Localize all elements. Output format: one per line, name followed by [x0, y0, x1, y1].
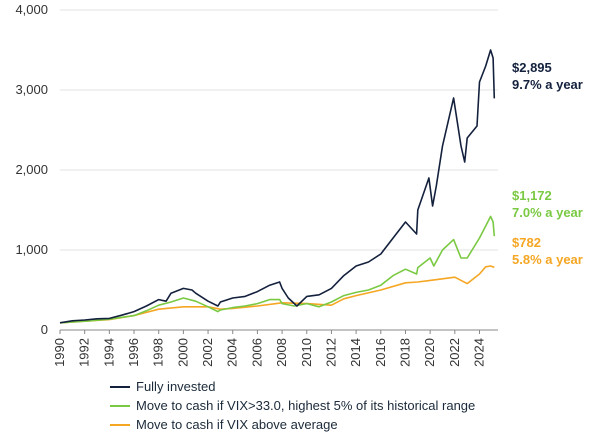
gridlines — [60, 9, 498, 331]
legend-label: Fully invested — [136, 379, 216, 394]
legend-item-vix-average: Move to cash if VIX above average — [110, 415, 475, 434]
end-rate-label: 9.7% a year — [512, 77, 583, 92]
x-tick-label: 2008 — [274, 338, 289, 367]
y-axis-ticks: 0 1,000 2,000 3,000 4,000 — [15, 2, 48, 337]
series-lines — [59, 49, 496, 324]
series-line-2 — [59, 265, 495, 324]
x-tick-label: 2018 — [397, 338, 412, 367]
legend-swatch — [110, 404, 130, 407]
x-tick-label: 2016 — [373, 338, 388, 367]
end-value-label: $782 — [512, 235, 541, 250]
series-line-0 — [59, 49, 496, 324]
legend: Fully invested Move to cash if VIX>33.0,… — [110, 377, 475, 434]
y-tick-label: 0 — [41, 322, 48, 337]
end-annotations: $2,895 9.7% a year $1,172 7.0% a year $782 5.… — [512, 60, 583, 267]
end-rate-label: 5.8% a year — [512, 252, 583, 267]
y-tick-label: 4,000 — [15, 2, 48, 17]
x-tick-label: 2002 — [200, 338, 215, 367]
x-tick-label: 2006 — [249, 338, 264, 367]
legend-item-vix-33: Move to cash if VIX>33.0, highest 5% of … — [110, 396, 475, 415]
legend-label: Move to cash if VIX above average — [136, 417, 338, 432]
x-tick-label: 1998 — [151, 338, 166, 367]
end-rate-label: 7.0% a year — [512, 205, 583, 220]
x-tick-label: 2022 — [447, 338, 462, 367]
x-tick-label: 2012 — [323, 338, 338, 367]
x-axis-ticks: 1990 1992 1994 1996 1998 2000 2002 2004 2006 2008… — [52, 330, 486, 367]
y-tick-label: 2,000 — [15, 162, 48, 177]
x-tick-label: 1992 — [77, 338, 92, 367]
legend-swatch — [110, 385, 130, 388]
legend-item-fully-invested: Fully invested — [110, 377, 475, 396]
end-value-label: $2,895 — [512, 60, 552, 75]
x-tick-label: 2020 — [422, 338, 437, 367]
x-tick-label: 1994 — [101, 338, 116, 367]
x-tick-label: 2000 — [175, 338, 190, 367]
series-line-1 — [59, 215, 496, 324]
x-tick-label: 2010 — [299, 338, 314, 367]
x-tick-label: 2014 — [348, 338, 363, 367]
legend-swatch — [110, 423, 130, 426]
x-tick-label: 1990 — [52, 338, 67, 367]
x-tick-label: 2004 — [225, 338, 240, 367]
x-tick-label: 2024 — [471, 338, 486, 367]
y-tick-label: 3,000 — [15, 82, 48, 97]
end-value-label: $1,172 — [512, 188, 552, 203]
y-tick-label: 1,000 — [15, 242, 48, 257]
legend-label: Move to cash if VIX>33.0, highest 5% of … — [136, 398, 476, 413]
x-tick-label: 1996 — [126, 338, 141, 367]
